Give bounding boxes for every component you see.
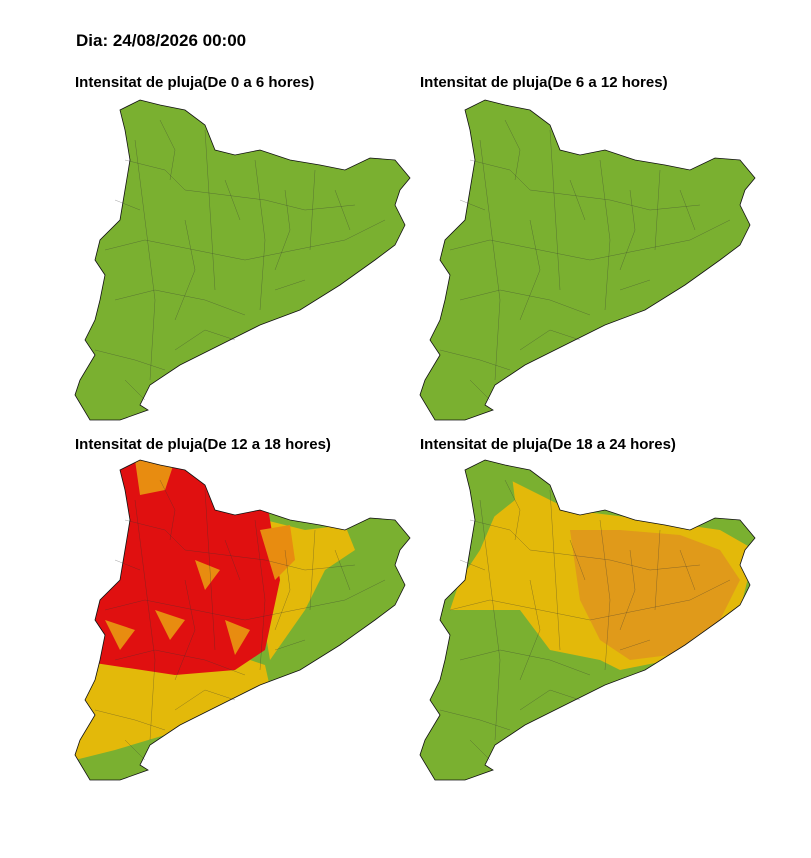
panel-title: Intensitat de pluja(De 12 a 18 hores) [75,436,331,453]
date-title: Dia: 24/08/2026 00:00 [76,31,246,50]
panel-title: Intensitat de pluja(De 6 a 12 hores) [420,74,668,91]
map-18-24 [419,459,756,781]
map-12-18 [74,459,411,781]
panel-title: Intensitat de pluja(De 18 a 24 hores) [420,436,676,453]
map-6-12 [419,99,756,421]
panel-title: Intensitat de pluja(De 0 a 6 hores) [75,74,314,91]
map-0-6 [74,99,411,421]
